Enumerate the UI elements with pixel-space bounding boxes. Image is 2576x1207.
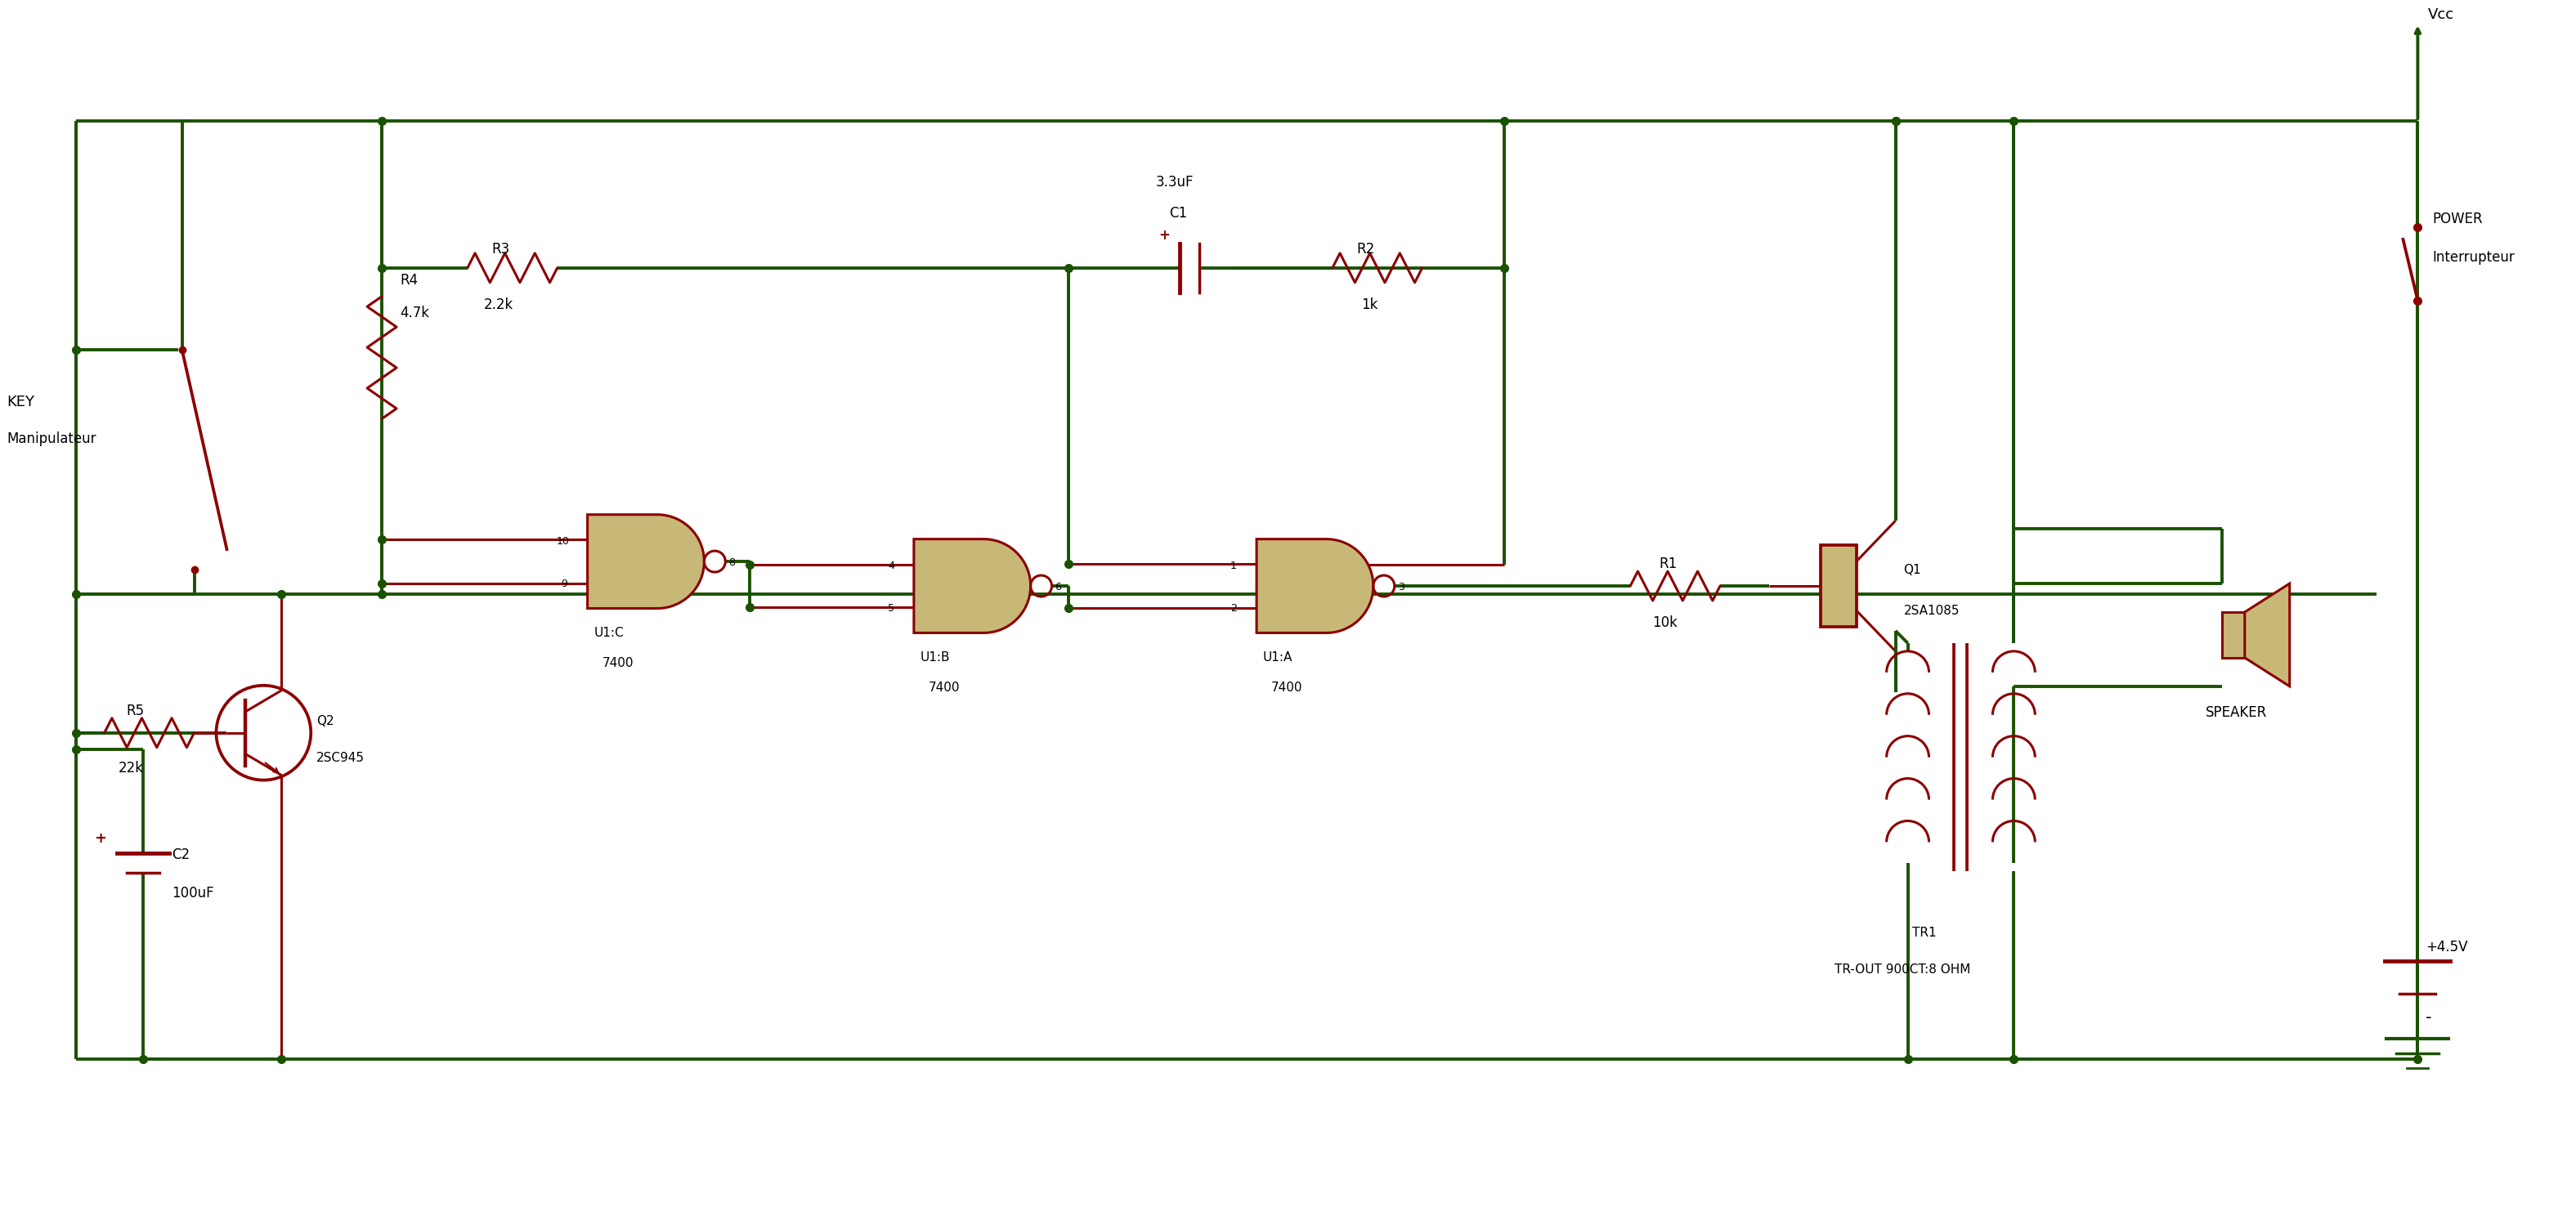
Text: R4: R4 bbox=[399, 273, 417, 287]
Text: 10: 10 bbox=[556, 536, 569, 547]
Text: Manipulateur: Manipulateur bbox=[8, 432, 95, 447]
Text: TR-OUT 900CT:8 OHM: TR-OUT 900CT:8 OHM bbox=[1834, 963, 1971, 975]
Polygon shape bbox=[1821, 546, 1857, 626]
Text: 22k: 22k bbox=[118, 760, 144, 775]
Text: TR1: TR1 bbox=[1911, 927, 1937, 939]
Text: 10k: 10k bbox=[1651, 616, 1677, 630]
Text: 5: 5 bbox=[889, 604, 894, 614]
Text: 2.2k: 2.2k bbox=[484, 297, 513, 311]
Text: Vcc: Vcc bbox=[2427, 7, 2455, 23]
Text: R5: R5 bbox=[126, 704, 144, 718]
Text: 9: 9 bbox=[562, 579, 567, 589]
Polygon shape bbox=[587, 514, 703, 608]
Text: 7400: 7400 bbox=[603, 658, 634, 670]
Text: -: - bbox=[2427, 1009, 2432, 1026]
Text: 2SC945: 2SC945 bbox=[317, 752, 366, 764]
Polygon shape bbox=[914, 540, 1030, 632]
Text: 100uF: 100uF bbox=[173, 886, 214, 900]
Polygon shape bbox=[1257, 540, 1373, 632]
Text: +: + bbox=[1159, 228, 1170, 243]
Text: SPEAKER: SPEAKER bbox=[2205, 705, 2267, 719]
Text: 7400: 7400 bbox=[1273, 682, 1303, 694]
Text: 6: 6 bbox=[1056, 582, 1061, 593]
Polygon shape bbox=[2223, 612, 2244, 658]
Polygon shape bbox=[2244, 583, 2290, 687]
Text: Interrupteur: Interrupteur bbox=[2432, 250, 2514, 264]
Text: 1k: 1k bbox=[1360, 297, 1378, 311]
Text: 1: 1 bbox=[1231, 560, 1236, 571]
Text: 3: 3 bbox=[1399, 582, 1404, 593]
Text: U1:C: U1:C bbox=[595, 628, 623, 640]
Text: 8: 8 bbox=[729, 558, 734, 568]
Text: U1:B: U1:B bbox=[920, 652, 951, 664]
Text: R1: R1 bbox=[1659, 556, 1677, 571]
Text: 4.7k: 4.7k bbox=[399, 305, 430, 320]
Text: R2: R2 bbox=[1358, 241, 1376, 256]
Text: Q2: Q2 bbox=[317, 715, 335, 727]
Text: C2: C2 bbox=[173, 847, 191, 863]
Text: KEY: KEY bbox=[8, 395, 33, 410]
Text: U1:A: U1:A bbox=[1262, 652, 1293, 664]
Text: 3.3uF: 3.3uF bbox=[1157, 175, 1193, 189]
Text: 4: 4 bbox=[889, 560, 894, 571]
Text: 2: 2 bbox=[1231, 604, 1236, 614]
Text: Q1: Q1 bbox=[1904, 564, 1922, 576]
Text: 2SA1085: 2SA1085 bbox=[1904, 605, 1960, 617]
Text: +4.5V: +4.5V bbox=[2427, 940, 2468, 955]
Text: +: + bbox=[93, 832, 106, 846]
Text: 7400: 7400 bbox=[927, 682, 961, 694]
Text: R3: R3 bbox=[492, 241, 510, 256]
Text: C1: C1 bbox=[1170, 206, 1188, 221]
Text: POWER: POWER bbox=[2432, 211, 2483, 226]
